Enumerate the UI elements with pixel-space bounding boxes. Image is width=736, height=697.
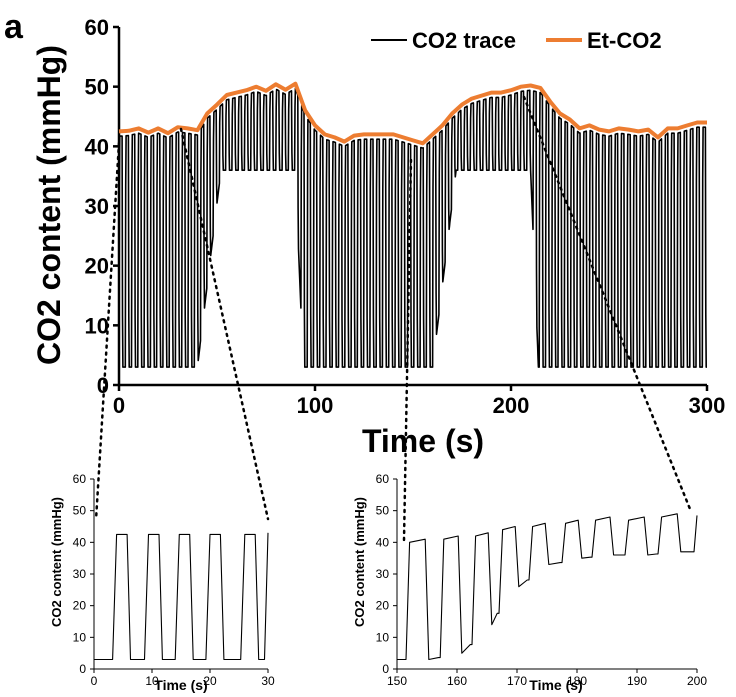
legend-etco2-label: Et-CO2 — [587, 28, 662, 53]
main-x-ticks: 0 100 200 300 — [113, 385, 725, 418]
main-x-tick-label: 200 — [493, 393, 530, 418]
main-y-tick-label: 20 — [85, 254, 109, 279]
main-y-tick-label: 50 — [85, 75, 109, 100]
inset-left-x-axis-title: Time (s) — [154, 677, 207, 693]
connector-right-a — [402, 158, 413, 542]
inset-left-x-tick-label: 30 — [261, 674, 275, 688]
main-chart: 0 10 20 30 40 50 60 0 100 200 300 CO2 content (mm… — [31, 15, 725, 459]
inset-left-x-tick-label: 10 — [145, 674, 159, 688]
series-etco2 — [118, 81, 707, 146]
inset-right-x-tick-label: 190 — [627, 674, 647, 688]
inset-right-x-tick-label: 150 — [387, 674, 407, 688]
main-y-tick-label: 30 — [85, 194, 109, 219]
main-y-tick-label: 0 — [97, 373, 109, 398]
main-y-tick-label: 40 — [85, 134, 109, 159]
inset-left-co2-trace — [94, 532, 269, 661]
inset-right-y-axis-title: CO2 content (mmHg) — [352, 497, 367, 627]
series-co2-trace — [118, 87, 708, 368]
connector-left-a — [94, 141, 121, 522]
main-x-tick-label: 100 — [297, 393, 334, 418]
inset-right-x-tick-label: 200 — [687, 674, 707, 688]
inset-right-x-tick-label: 170 — [507, 674, 527, 688]
inset-left-y-tick-label: 40 — [73, 535, 87, 549]
inset-right-x-tick-label: 160 — [447, 674, 467, 688]
main-y-tick-label: 60 — [85, 15, 109, 40]
main-x-axis-title: Time (s) — [362, 423, 484, 459]
inset-right-plot-area — [396, 479, 698, 670]
inset-left-y-tick-label: 20 — [73, 599, 87, 613]
inset-right-y-tick-label: 60 — [376, 472, 390, 486]
legend-co2-trace-label: CO2 trace — [412, 28, 516, 53]
main-y-axis-title: CO2 content (mmHg) — [31, 45, 67, 365]
inset-right-co2-trace — [397, 513, 698, 661]
legend: CO2 trace Et-CO2 — [371, 28, 662, 53]
inset-right-x-ticks: 150 160 170 180 190 200 — [387, 669, 707, 688]
inset-right-y-tick-label: 10 — [376, 630, 390, 644]
inset-right-x-tick-label: 180 — [567, 674, 587, 688]
inset-right-chart: 0 10 20 30 40 50 60 150 160 170 180 190 200 CO2 con… — [352, 472, 707, 693]
inset-left-x-ticks: 0 10 20 30 — [91, 669, 275, 688]
inset-right-y-tick-label: 20 — [376, 599, 390, 613]
inset-right-x-axis-title: Time (s) — [529, 677, 582, 693]
inset-left-y-axis-title: CO2 content (mmHg) — [49, 497, 64, 627]
main-x-tick-label: 0 — [113, 393, 125, 418]
inset-left-y-tick-label: 60 — [73, 472, 87, 486]
inset-right-y-ticks: 0 10 20 30 40 50 60 — [376, 472, 397, 676]
inset-left-x-tick-label: 0 — [91, 674, 98, 688]
inset-left-chart: 0 10 20 30 40 50 60 0 10 20 30 CO2 content (mmHg)… — [49, 472, 275, 693]
zoom-connectors — [94, 95, 692, 542]
inset-left-x-tick-label: 20 — [203, 674, 217, 688]
inset-left-y-tick-label: 50 — [73, 504, 87, 518]
inset-left-y-tick-label: 10 — [73, 630, 87, 644]
inset-left-y-tick-label: 30 — [73, 567, 87, 581]
connector-right-b — [522, 95, 692, 511]
main-x-tick-label: 300 — [689, 393, 726, 418]
inset-right-y-tick-label: 40 — [376, 535, 390, 549]
inset-left-y-tick-label: 0 — [79, 662, 86, 676]
inset-right-y-tick-label: 0 — [382, 662, 389, 676]
main-y-ticks: 0 10 20 30 40 50 60 — [85, 15, 119, 398]
inset-left-y-ticks: 0 10 20 30 40 50 60 — [73, 472, 94, 676]
inset-left-plot-area — [93, 479, 269, 670]
panel-label: a — [4, 8, 24, 46]
main-y-tick-label: 10 — [85, 313, 109, 338]
inset-right-y-tick-label: 30 — [376, 567, 390, 581]
inset-right-y-tick-label: 50 — [376, 504, 390, 518]
